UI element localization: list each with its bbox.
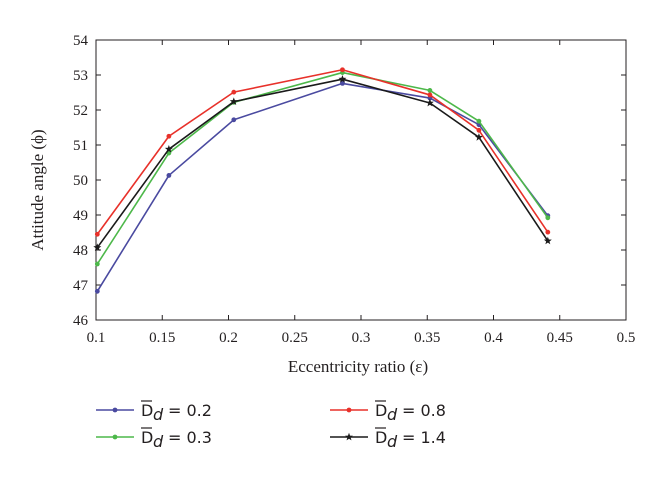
legend-subscript: d — [153, 405, 164, 424]
legend-marker — [112, 434, 118, 440]
y-tick-label: 49 — [73, 208, 88, 224]
data-point — [543, 236, 552, 245]
data-point — [94, 261, 100, 267]
series-line — [96, 71, 549, 265]
series-line — [96, 68, 549, 235]
legend-value: = 0.8 — [402, 401, 446, 420]
legend-value: = 0.2 — [168, 401, 212, 420]
data-point — [338, 75, 347, 83]
data-point — [229, 97, 238, 105]
data-point — [93, 243, 102, 251]
data-point — [425, 98, 434, 107]
legend-symbol: D — [141, 428, 153, 447]
y-tick-label: 54 — [73, 33, 89, 49]
y-tick-label: 52 — [73, 103, 88, 119]
data-point — [476, 118, 482, 124]
data-point — [164, 145, 173, 153]
legend-marker — [112, 407, 118, 413]
x-tick-label: 0.35 — [414, 330, 440, 346]
legend-subscript: d — [153, 432, 164, 451]
y-tick-label: 46 — [73, 313, 89, 329]
x-tick-label: 0.3 — [352, 330, 371, 346]
series-1 — [94, 70, 551, 267]
y-tick-label: 51 — [73, 138, 88, 154]
series-line — [96, 82, 549, 292]
data-point — [545, 229, 551, 235]
x-tick-label: 0.1 — [87, 330, 106, 346]
x-tick-label: 0.2 — [219, 330, 238, 346]
x-tick-label: 0.25 — [282, 330, 308, 346]
plot-frame — [95, 39, 627, 321]
x-tick-label: 0.4 — [484, 330, 503, 346]
series-2 — [94, 67, 551, 237]
data-point — [476, 127, 482, 133]
data-point — [340, 81, 345, 86]
legend-marker — [345, 432, 353, 441]
y-axis-label: Attitude angle (ϕ) — [28, 129, 47, 250]
y-tick-label: 53 — [73, 68, 88, 84]
legend-marker — [346, 407, 352, 413]
series-3 — [93, 75, 552, 251]
data-point — [474, 133, 483, 141]
series-0 — [94, 81, 551, 294]
series-line — [96, 78, 549, 249]
x-tick-label: 0.45 — [547, 330, 573, 346]
legend-symbol: D — [375, 428, 387, 447]
data-point — [340, 67, 345, 73]
legend-symbol: D — [375, 401, 387, 420]
x-tick-label: 0.15 — [149, 330, 175, 346]
data-point — [166, 133, 172, 139]
legend-symbol: D — [141, 401, 153, 420]
data-point — [545, 215, 551, 221]
data-point — [94, 288, 100, 294]
data-point — [166, 173, 172, 178]
y-tick-label: 47 — [73, 278, 89, 294]
data-point — [427, 92, 433, 98]
y-tick-label: 50 — [73, 173, 88, 189]
legend-value: = 1.4 — [402, 428, 446, 447]
legend-value: = 0.3 — [168, 428, 212, 447]
legend-subscript: d — [387, 405, 398, 424]
series-layer — [93, 67, 552, 294]
x-tick-label: 0.5 — [617, 330, 636, 346]
data-point — [231, 117, 237, 123]
data-point — [427, 88, 433, 93]
plot-axes: 0.1 0.15 0.2 0.25 0.3 0.35 0.4 0.45 0.5 46 47 48 49 5… — [73, 33, 635, 346]
data-point — [231, 89, 237, 95]
data-point — [94, 231, 100, 237]
y-tick-label: 48 — [73, 243, 88, 259]
legend-subscript: d — [387, 432, 398, 451]
x-axis-label: Eccentricity ratio (ε) — [288, 357, 428, 376]
